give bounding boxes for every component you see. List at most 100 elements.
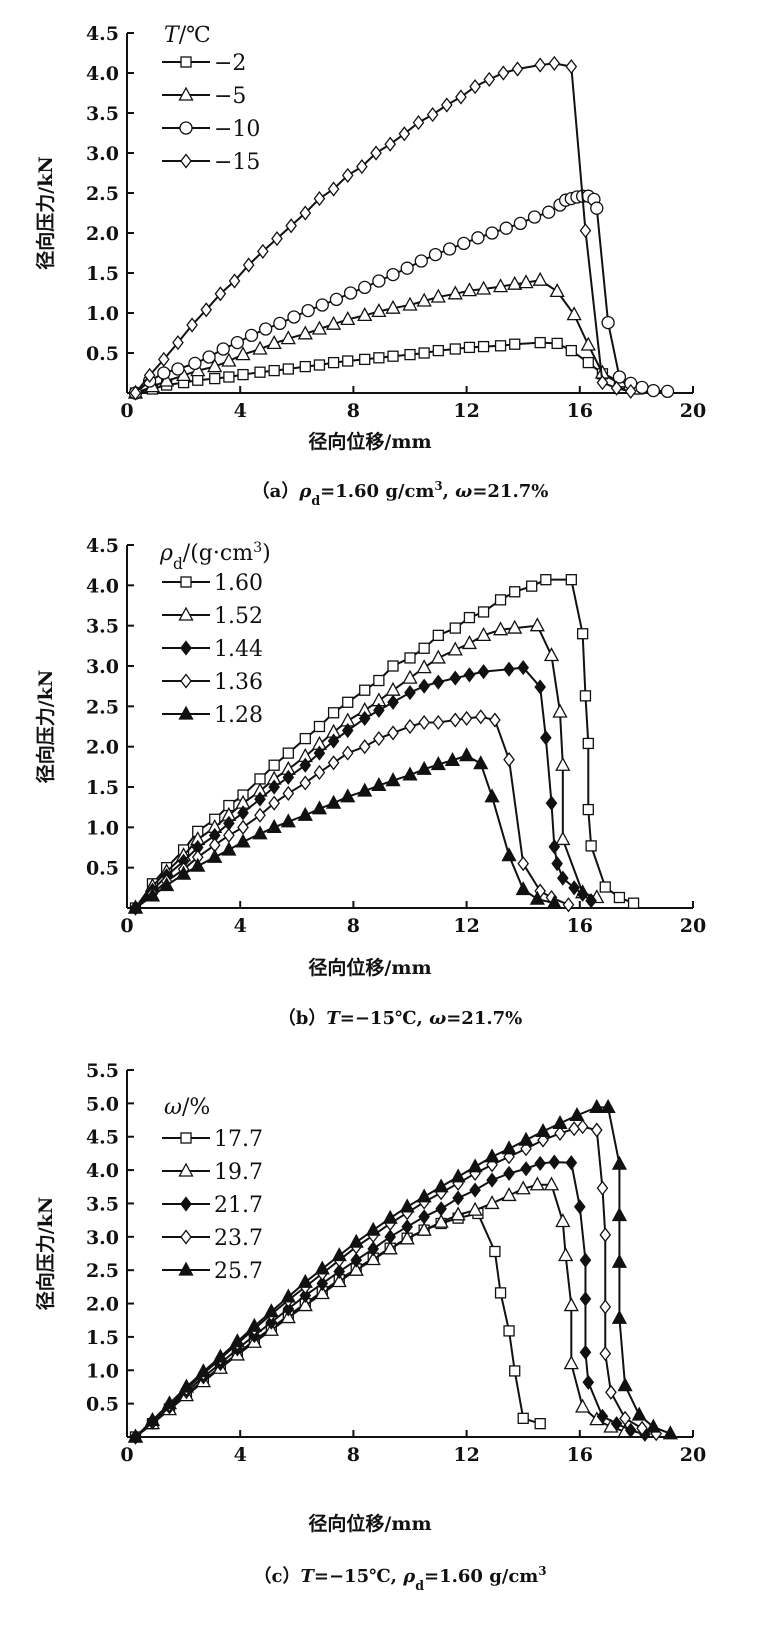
data-point [171, 362, 185, 376]
data-point [237, 805, 249, 821]
data-point [299, 732, 311, 745]
data-point [282, 363, 294, 375]
data-point [469, 79, 481, 95]
data-point [566, 306, 582, 321]
data-point [195, 1363, 212, 1378]
x-tick-label: 8 [347, 915, 360, 937]
data-point [517, 856, 530, 872]
legend-label: −10 [214, 117, 260, 142]
series-1.36 [129, 709, 575, 916]
data-point [280, 1309, 296, 1324]
data-point [325, 794, 342, 809]
legend-label: −5 [214, 84, 246, 109]
data-point [207, 848, 223, 863]
data-point [611, 1155, 628, 1170]
data-point [418, 714, 430, 731]
legend-marker [180, 56, 192, 68]
x-tick-label: 20 [680, 400, 706, 422]
data-point [535, 1123, 551, 1138]
data-point [471, 231, 485, 245]
data-point [299, 1287, 312, 1304]
data-point [373, 674, 385, 687]
data-point [212, 1348, 228, 1363]
series-line [134, 715, 569, 909]
data-point [358, 280, 372, 295]
data-point [207, 358, 223, 373]
data-point [387, 694, 399, 710]
data-point [617, 1377, 633, 1392]
y-tick-label: 4.0 [86, 1160, 119, 1182]
data-point [529, 1176, 545, 1191]
y-tick-label: 3.0 [86, 656, 119, 678]
series-line [134, 1183, 626, 1438]
data-point [599, 1227, 612, 1243]
data-point [460, 710, 473, 726]
data-point [178, 1378, 195, 1393]
data-point [551, 856, 563, 872]
data-point [585, 893, 597, 909]
data-point [477, 664, 490, 680]
data-point [636, 1420, 648, 1436]
y-axis-label: 径向压力/kN [34, 670, 57, 783]
data-point [534, 1155, 547, 1171]
x-tick-label: 12 [453, 915, 479, 937]
y-tick-label: 4.5 [86, 1127, 119, 1149]
data-point [501, 1187, 517, 1202]
data-point [172, 335, 184, 351]
data-point [259, 322, 273, 336]
data-point [565, 574, 577, 586]
data-point [373, 352, 385, 364]
y-tick-label: 3.5 [86, 1193, 119, 1215]
data-point [501, 847, 517, 862]
data-point [582, 737, 594, 750]
data-point [447, 641, 463, 656]
data-point [416, 1221, 432, 1236]
data-point [228, 273, 241, 289]
data-point [627, 897, 640, 909]
legend-label: 23.7 [214, 1226, 263, 1251]
data-point [624, 1422, 637, 1438]
data-point [266, 818, 282, 833]
data-point [612, 370, 627, 384]
data-point [459, 747, 475, 762]
data-point [230, 335, 245, 350]
legend-label: 1.44 [214, 637, 263, 662]
x-axis-label: 径向位移/mm [308, 430, 431, 453]
data-point [313, 359, 326, 371]
legend-item: 19.7 [162, 1160, 263, 1185]
data-point [315, 298, 329, 312]
data-point [280, 330, 296, 345]
legend-title-part: /℃ [179, 23, 211, 48]
data-point [404, 652, 416, 664]
data-point [463, 611, 476, 624]
series-1.28 [127, 747, 562, 914]
data-point [314, 1285, 330, 1300]
caption-part: T [300, 1566, 315, 1587]
data-point [190, 857, 206, 872]
data-point [520, 1161, 532, 1177]
data-point [545, 795, 558, 811]
data-point [252, 825, 268, 840]
data-point [229, 1333, 245, 1348]
data-point [340, 788, 356, 803]
data-point [263, 1303, 279, 1318]
caption-part: =21.7% [472, 481, 548, 502]
data-point [532, 271, 548, 286]
data-point [314, 1260, 330, 1275]
data-point [619, 1410, 631, 1426]
legend-title: ρd/(g·cm3) [159, 540, 271, 573]
data-point [562, 897, 575, 913]
caption-part: （a） [252, 481, 300, 502]
legend-marker [178, 606, 194, 621]
data-point [316, 1275, 329, 1292]
data-point [372, 274, 386, 288]
data-point [358, 739, 371, 755]
data-point [433, 1213, 449, 1228]
data-point [457, 236, 471, 251]
data-point [280, 1288, 296, 1303]
data-point [365, 1251, 381, 1266]
data-point [563, 1355, 579, 1370]
data-point [373, 702, 385, 718]
data-point [565, 1155, 578, 1171]
